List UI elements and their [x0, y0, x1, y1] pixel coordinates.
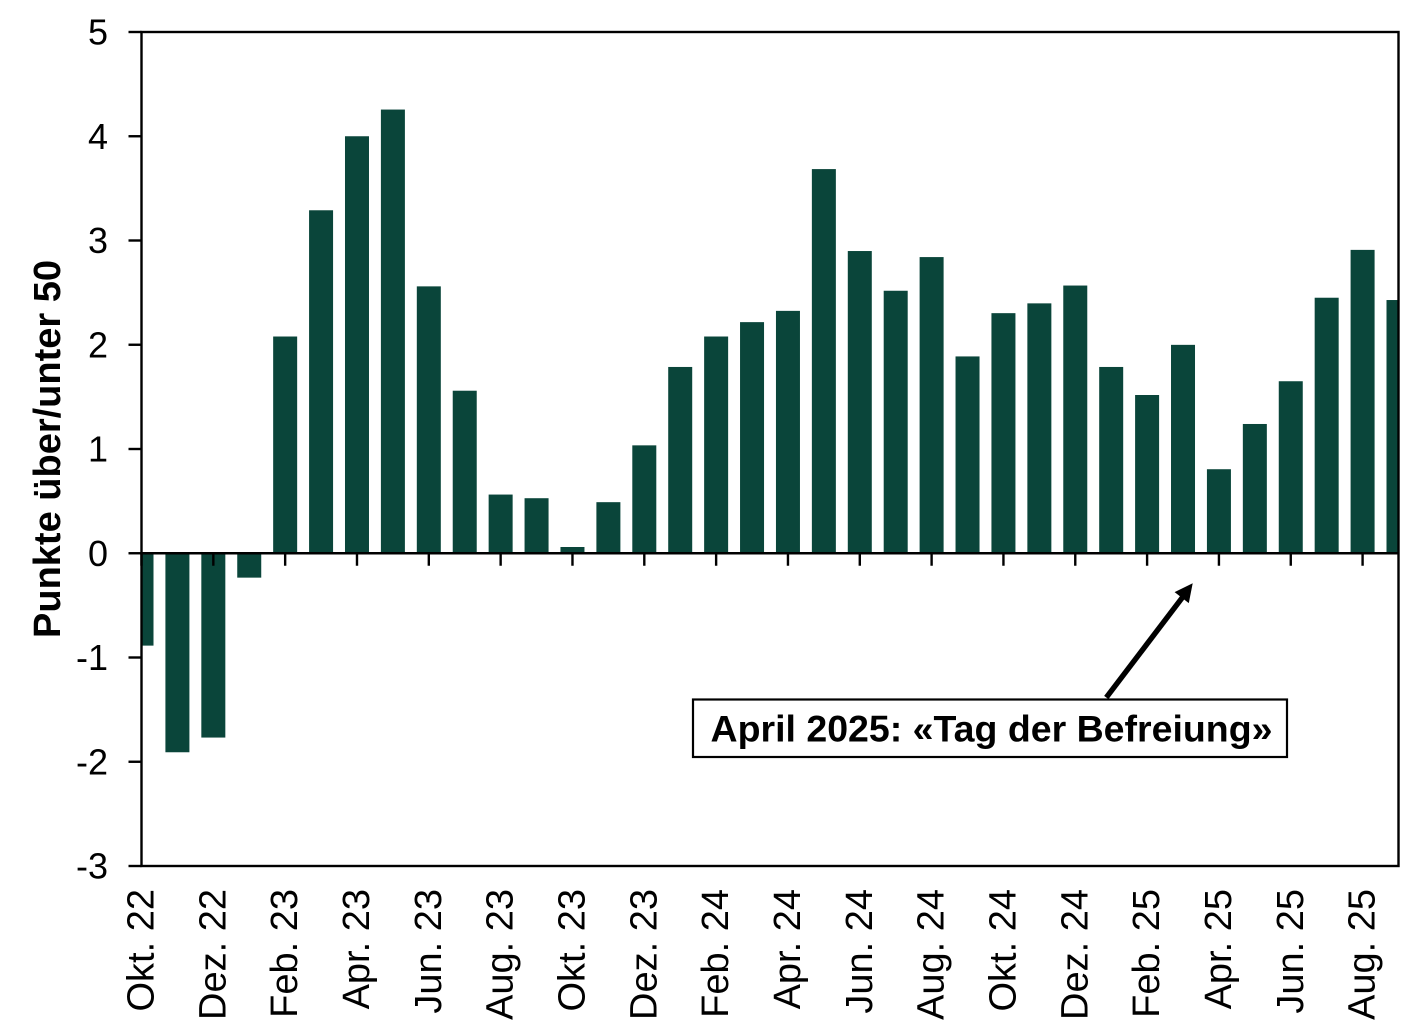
svg-text:Feb. 24: Feb. 24: [695, 889, 737, 1018]
svg-text:Okt. 24: Okt. 24: [982, 889, 1024, 1012]
svg-text:Jun. 25: Jun. 25: [1270, 889, 1312, 1014]
svg-text:1: 1: [88, 429, 108, 470]
svg-text:Jun. 23: Jun. 23: [408, 889, 450, 1014]
svg-text:5: 5: [88, 12, 108, 53]
svg-text:-1: -1: [76, 637, 108, 678]
svg-text:Apr. 24: Apr. 24: [767, 889, 809, 1009]
svg-text:0: 0: [88, 533, 108, 574]
svg-text:Aug. 23: Aug. 23: [480, 889, 522, 1020]
svg-text:Okt. 23: Okt. 23: [551, 889, 593, 1012]
svg-text:-3: -3: [76, 846, 108, 887]
svg-text:Aug. 25: Aug. 25: [1342, 889, 1384, 1020]
svg-text:Feb. 25: Feb. 25: [1126, 889, 1168, 1018]
svg-text:Dez. 24: Dez. 24: [1054, 889, 1096, 1020]
svg-text:Feb. 23: Feb. 23: [264, 889, 306, 1018]
svg-text:Aug. 24: Aug. 24: [911, 889, 953, 1020]
svg-text:Punkte über/unter 50: Punkte über/unter 50: [27, 260, 69, 638]
svg-text:-2: -2: [76, 741, 108, 782]
svg-text:4: 4: [88, 116, 108, 157]
svg-text:Dez. 22: Dez. 22: [192, 889, 234, 1020]
svg-text:2: 2: [88, 324, 108, 365]
svg-text:Apr. 23: Apr. 23: [336, 889, 378, 1009]
svg-text:Okt. 22: Okt. 22: [121, 889, 163, 1012]
svg-text:3: 3: [88, 220, 108, 261]
svg-text:Dez. 23: Dez. 23: [623, 889, 665, 1020]
svg-text:Jun. 24: Jun. 24: [839, 889, 881, 1014]
svg-text:April 2025: «Tag der Befreiung: April 2025: «Tag der Befreiung»: [711, 708, 1273, 750]
svg-text:Apr. 25: Apr. 25: [1198, 889, 1240, 1009]
